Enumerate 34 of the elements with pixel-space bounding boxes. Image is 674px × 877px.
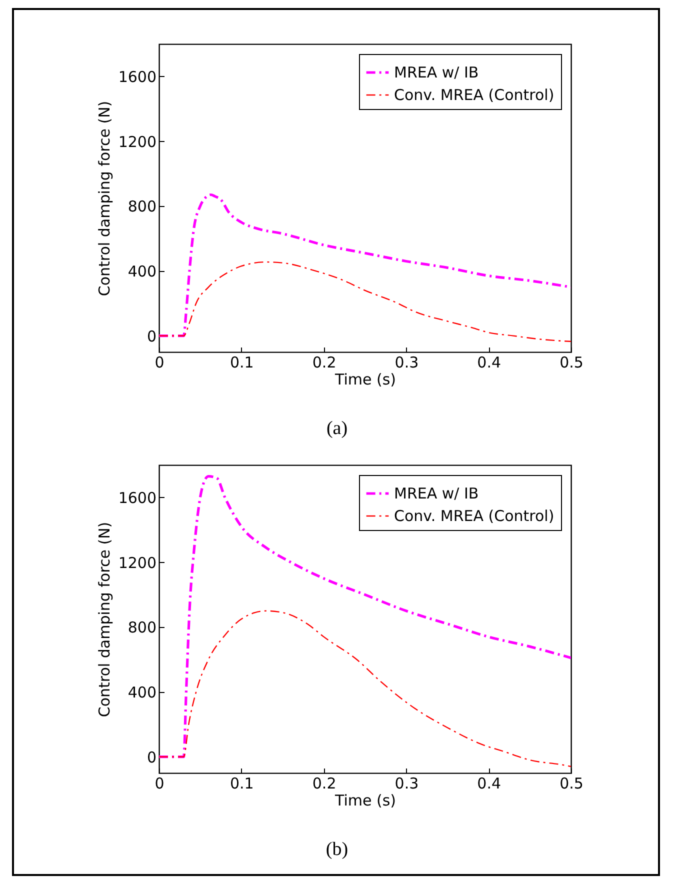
x-tick-label: 0.3 (394, 354, 419, 372)
x-tick-label: 0.5 (560, 354, 584, 372)
x-tick-label: 0.4 (477, 774, 502, 792)
x-tick-label: 0.4 (477, 354, 502, 372)
line-series (159, 475, 571, 758)
legend-label: Conv. MREA (Control) (394, 86, 554, 104)
y-tick-label: 400 (128, 262, 156, 280)
y-tick-label: 800 (128, 198, 156, 216)
x-tick-label: 0.1 (230, 354, 254, 372)
legend-label: MREA w/ IB (394, 484, 479, 502)
y-tick-label: 0 (146, 327, 156, 346)
legend-label: Conv. MREA (Control) (394, 507, 554, 525)
y-tick-label: 400 (128, 683, 156, 702)
legend-label: MREA w/ IB (394, 64, 479, 82)
text: (b) (324, 839, 350, 861)
line-series (159, 610, 571, 768)
x-axis-title: Time (s) (334, 370, 396, 388)
y-tick-label: 1600 (118, 68, 156, 86)
x-tick-label: 0.2 (312, 354, 336, 372)
line-series (159, 261, 571, 342)
y-tick-label: 1600 (118, 488, 156, 507)
x-axis-title: Time (s) (334, 792, 396, 810)
x-tick-label: 0.5 (560, 774, 584, 792)
x-tick-label: 0.3 (394, 774, 419, 792)
y-axis-title: Control damping force (N) (95, 522, 114, 718)
y-tick-label: 1200 (118, 554, 156, 572)
y-axis-title: Control damping force (N) (95, 100, 114, 296)
y-tick-label: 800 (128, 618, 156, 637)
line-series (159, 193, 571, 338)
text: (a) (325, 418, 349, 440)
y-tick-label: 0 (146, 748, 156, 766)
x-tick-label: 0.2 (312, 774, 336, 792)
x-tick-label: 0.1 (230, 774, 254, 792)
y-tick-label: 1200 (118, 132, 156, 151)
